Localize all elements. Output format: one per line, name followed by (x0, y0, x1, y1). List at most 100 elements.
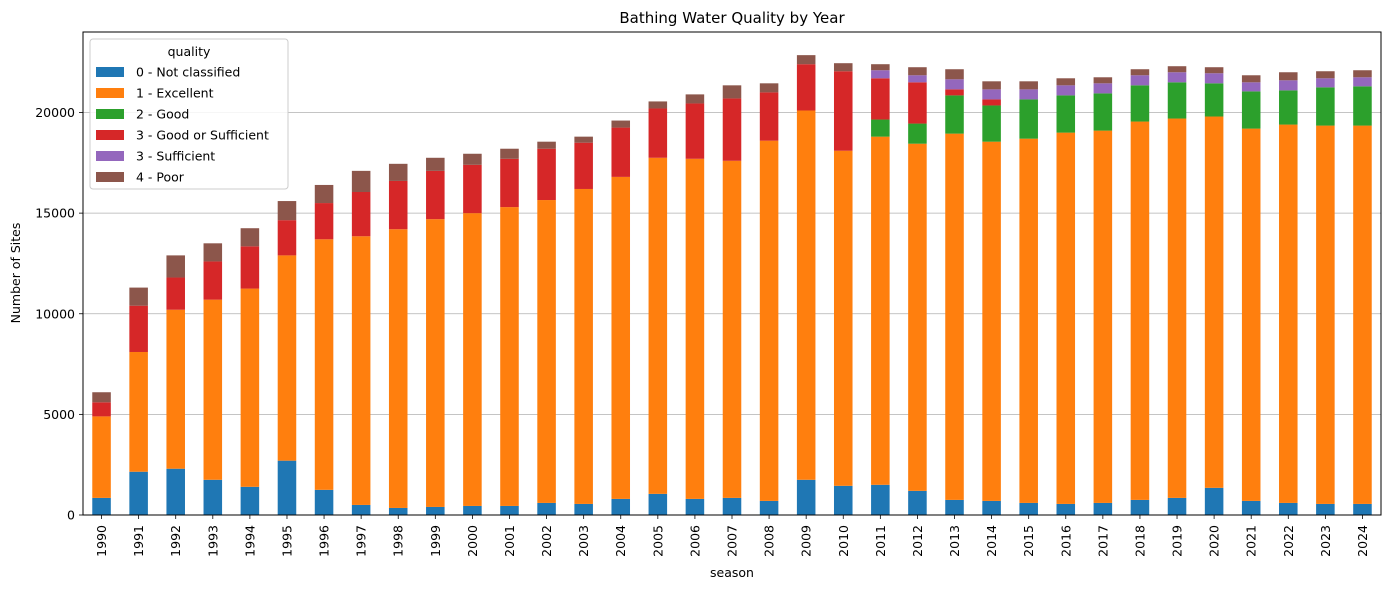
bar-segment (685, 498, 705, 515)
x-tick-label: 2012 (910, 525, 925, 557)
bar-segment (426, 170, 445, 220)
legend-swatch (96, 130, 124, 140)
bar-segment (426, 506, 445, 515)
bar-segment (314, 489, 334, 515)
bar-segment (908, 490, 927, 515)
bar-segment (908, 123, 927, 144)
legend-swatch (96, 88, 124, 98)
bar-segment (1241, 91, 1261, 129)
bar-segment (908, 67, 927, 76)
x-axis-ticks: 1990 1991 1992 1993 1994 1995 1996 1997 1998 1999… (94, 515, 1370, 557)
bar-segment (1130, 69, 1150, 76)
bar-segment (92, 402, 111, 417)
bar-segment (388, 229, 408, 508)
bar-segment (240, 288, 260, 487)
bars (92, 55, 1372, 515)
bar-segment (1204, 83, 1224, 117)
bar-segment (1019, 89, 1038, 100)
bar-segment (537, 141, 556, 149)
bar-segment (611, 120, 631, 128)
bar-segment (463, 213, 482, 506)
bar-segment (1167, 66, 1187, 73)
legend-label: 0 - Not classified (136, 65, 240, 80)
bar-segment (945, 95, 964, 134)
bar-segment (574, 503, 593, 515)
bar-segment (1019, 138, 1038, 503)
bar-segment (796, 479, 816, 515)
x-tick-label: 1997 (354, 525, 369, 557)
x-tick-label: 2016 (1058, 525, 1073, 557)
bar-segment (203, 479, 223, 515)
x-tick-label: 1990 (94, 525, 109, 557)
legend-swatch (96, 67, 124, 77)
bar-segment (611, 127, 631, 177)
bar-segment (92, 497, 111, 515)
bar-segment (1353, 503, 1372, 515)
bar-segment (1130, 85, 1150, 122)
bar-segment (1093, 93, 1113, 131)
y-tick-label: 10000 (35, 306, 75, 321)
bar-segment (277, 255, 297, 461)
bar-segment (833, 485, 853, 515)
bar-segment (1204, 73, 1224, 84)
bar-segment (648, 157, 668, 494)
bar-segment (1316, 87, 1335, 126)
legend-label: 4 - Poor (136, 170, 185, 185)
bar-segment (945, 79, 964, 90)
x-tick-label: 2015 (1021, 525, 1036, 557)
bar-segment (982, 89, 1001, 100)
bar-segment (759, 500, 779, 515)
bar-segment (1019, 81, 1038, 90)
x-tick-label: 2007 (725, 525, 740, 557)
bar-segment (129, 287, 148, 306)
legend-swatch (96, 109, 124, 119)
x-tick-label: 2022 (1281, 525, 1296, 557)
legend-title: quality (168, 44, 211, 59)
bar-segment (314, 184, 334, 204)
x-tick-label: 2005 (650, 525, 665, 557)
bar-segment (500, 505, 519, 515)
x-tick-label: 2014 (984, 525, 999, 557)
bar-segment (1167, 118, 1187, 498)
legend-swatch (96, 151, 124, 161)
bar-segment (537, 502, 556, 515)
bar-segment (722, 98, 742, 161)
bar-segment (351, 170, 371, 192)
bar-segment (759, 140, 779, 501)
bar-segment (908, 75, 927, 83)
bar-segment (1204, 116, 1224, 488)
x-tick-label: 1993 (205, 525, 220, 557)
bar-segment (166, 309, 185, 469)
bar-segment (871, 484, 890, 515)
x-tick-label: 2003 (576, 525, 591, 557)
bar-segment (388, 180, 408, 230)
bar-segment (722, 160, 742, 498)
y-tick-label: 15000 (35, 206, 75, 221)
x-tick-label: 2020 (1207, 525, 1222, 557)
x-tick-label: 2024 (1355, 525, 1370, 557)
bar-segment (1056, 78, 1076, 86)
bar-segment (1353, 86, 1372, 126)
bar-segment (1056, 503, 1076, 515)
bar-segment (796, 64, 816, 111)
bar-segment (1279, 502, 1298, 515)
x-tick-label: 1999 (428, 525, 443, 557)
x-tick-label: 2001 (502, 525, 517, 557)
bar-segment (611, 498, 631, 515)
bar-segment (129, 471, 148, 515)
x-tick-label: 2002 (539, 525, 554, 557)
bar-segment (982, 99, 1001, 106)
x-tick-label: 2019 (1170, 525, 1185, 557)
x-tick-label: 2008 (762, 525, 777, 557)
bar-segment (314, 239, 334, 490)
x-axis-title: season (710, 565, 754, 580)
legend-label: 2 - Good (136, 107, 189, 122)
x-tick-label: 2017 (1095, 525, 1110, 557)
x-tick-label: 2009 (799, 525, 814, 557)
bar-segment (1353, 70, 1372, 78)
x-tick-label: 1995 (279, 525, 294, 557)
bar-segment (796, 110, 816, 480)
bar-segment (351, 504, 371, 515)
x-tick-label: 1994 (242, 525, 257, 557)
bar-segment (833, 150, 853, 486)
